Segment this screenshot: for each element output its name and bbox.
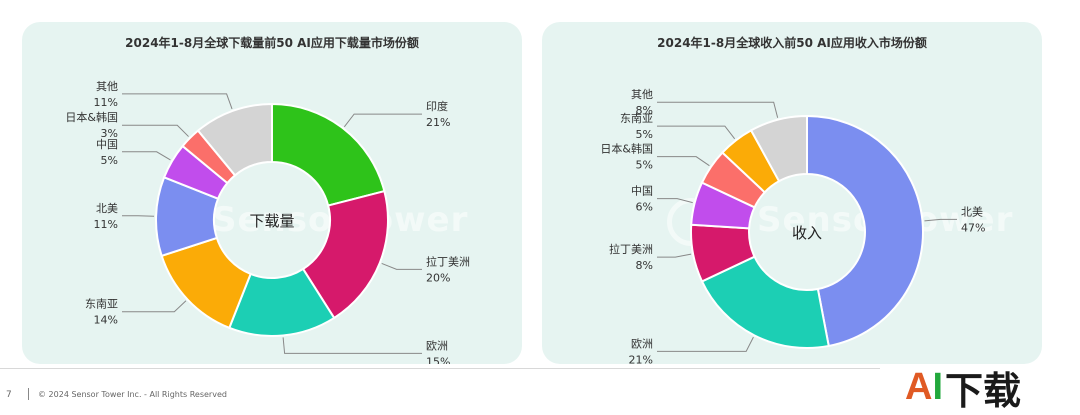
slice-value: 47%: [961, 221, 985, 234]
center-label: 收入: [792, 224, 822, 242]
slice-value: 11%: [94, 96, 118, 109]
leader-line: [282, 337, 422, 354]
slice-label: 日本&韩国: [600, 142, 653, 156]
slice-label: 北美: [96, 202, 118, 215]
leader-line: [343, 113, 422, 128]
slice-value: 11%: [94, 218, 118, 231]
slice-latin-america: [301, 189, 389, 320]
slice-label: 其他: [631, 88, 653, 101]
slice-value: 8%: [636, 104, 653, 117]
slice-value: 21%: [426, 116, 450, 129]
page-number: 7: [6, 390, 12, 400]
brand-ai-text: AI: [905, 365, 944, 408]
slice-label: 欧洲: [631, 337, 653, 350]
slice-value: 5%: [636, 159, 653, 172]
leader-line: [122, 151, 171, 161]
slice-value: 21%: [629, 353, 653, 364]
revenue-share-panel: 2024年1-8月全球收入前50 AI应用收入市场份额 SensorTower …: [542, 22, 1042, 364]
slice-value: 6%: [636, 201, 653, 214]
slice-value: 14%: [94, 314, 118, 327]
leader-line: [657, 125, 736, 140]
copyright-text: © 2024 Sensor Tower Inc. - All Rights Re…: [38, 390, 227, 399]
slice-value: 5%: [101, 154, 118, 167]
download-share-panel: 2024年1-8月全球下载量前50 AI应用下载量市场份额 SensorTowe…: [22, 22, 522, 364]
slice-label: 拉丁美洲: [426, 254, 470, 268]
slice-label: 欧洲: [426, 339, 448, 352]
download-donut-chart: 印度 21% 拉丁美洲 20% 欧洲 15% 东南亚 14% 北美 11% 中国 5% 日本&韩国 3% 其…: [65, 80, 470, 364]
slice-india: [271, 102, 386, 207]
slice-value: 3%: [101, 127, 118, 140]
leader-line: [657, 101, 779, 118]
slice-label: 东南亚: [620, 112, 653, 125]
leader-line: [657, 336, 754, 352]
chart-title: 2024年1-8月全球下载量前50 AI应用下载量市场份额: [125, 36, 419, 50]
slice-other: [749, 114, 808, 183]
slice-europe: [700, 255, 830, 349]
chart-title: 2024年1-8月全球收入前50 AI应用收入市场份额: [657, 36, 927, 50]
slice-label: 日本&韩国: [65, 110, 118, 124]
leader-line: [122, 215, 155, 217]
slice-label: 印度: [426, 99, 448, 113]
slice-label: 北美: [961, 205, 983, 218]
leader-line: [122, 93, 233, 110]
leader-line: [657, 198, 693, 204]
leader-line: [122, 300, 187, 313]
slice-label: 中国: [631, 185, 653, 198]
footer-divider: [0, 368, 880, 369]
slice-value: 8%: [636, 259, 653, 272]
slice-label: 其他: [96, 80, 118, 93]
leader-line: [924, 218, 957, 222]
slice-value: 20%: [426, 271, 450, 284]
leader-line: [657, 156, 710, 167]
brand-logo: AI 下载: [905, 362, 1022, 413]
slice-value: 15%: [426, 355, 450, 364]
slice-value: 5%: [636, 128, 653, 141]
slice-label: 东南亚: [85, 298, 118, 311]
leader-line: [122, 124, 189, 137]
slice-label: 拉丁美洲: [609, 242, 653, 256]
leader-line: [381, 262, 422, 270]
slice-other: [196, 102, 273, 177]
slice-north-america: [806, 114, 924, 348]
center-label: 下载量: [249, 212, 294, 230]
footer-separator: [28, 388, 29, 400]
slice-label: 中国: [96, 138, 118, 151]
leader-line: [657, 253, 692, 258]
brand-cn-text: 下载: [945, 368, 1022, 413]
